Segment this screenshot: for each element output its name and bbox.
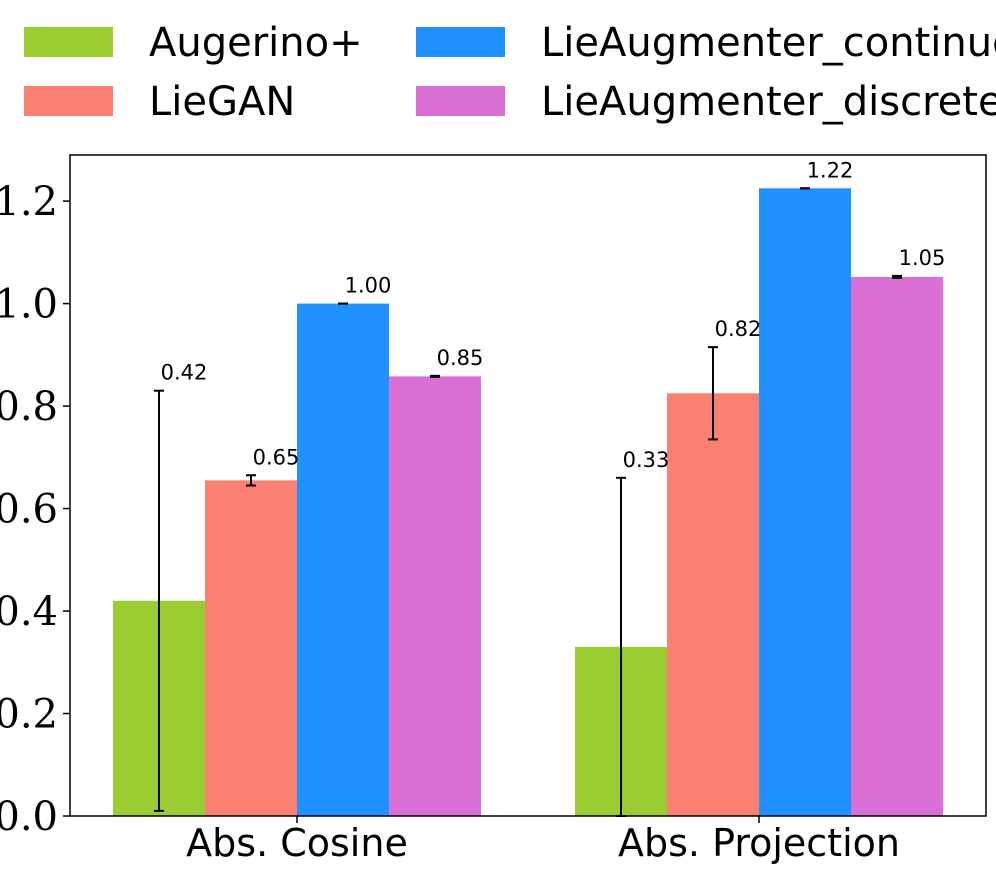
bar-lieaugmenter-discrete-abs-cosine [389,376,481,816]
value-label-augerino-abs-projection: 0.33 [623,448,670,472]
value-label-lieaugmenter-continuous-abs-projection: 1.22 [807,158,854,182]
bar-liegan-abs-projection [667,393,759,816]
legend-swatch-liegan [24,86,113,116]
plot-frame [69,154,987,817]
legend-swatch-lieaugmenter-discrete [416,86,505,116]
error-bar-augerino-abs-cosine [154,389,164,812]
y-axis: 0.0 0.2 0.4 0.6 0.8 1.0 1.2 [0,179,70,840]
value-label-liegan-abs-projection: 0.82 [715,317,762,341]
value-labels: 0.42 0.33 0.65 0.82 1.00 1.22 0.85 1.05 [161,158,946,472]
legend-item-augerino: Augerino+ [24,20,363,66]
x-tick-label-abs-projection: Abs. Projection [618,821,900,865]
value-label-augerino-abs-cosine: 0.42 [161,361,208,385]
legend-label-lieaugmenter-discrete: LieAugmenter_discrete [541,79,996,125]
legend: Augerino+ LieGAN LieAugmenter_continuous Li… [24,20,996,125]
y-tick-label-1-2: 1.2 [0,179,58,225]
y-tick-label-0-2: 0.2 [0,692,58,738]
x-axis: Abs. Cosine Abs. Projection [186,816,900,865]
x-tick-label-abs-cosine: Abs. Cosine [186,821,408,865]
legend-item-lieaugmenter-continuous: LieAugmenter_continuous [416,20,996,66]
bar-lieaugmenter-discrete-abs-projection [851,276,943,817]
legend-item-lieaugmenter-discrete: LieAugmenter_discrete [416,79,996,125]
value-label-liegan-abs-cosine: 0.65 [253,445,300,469]
bars [113,188,943,817]
error-bar-lieaugmenter-discrete-abs-projection [892,274,902,279]
y-tick-label-0-4: 0.4 [0,589,58,635]
value-label-lieaugmenter-discrete-abs-projection: 1.05 [899,246,946,270]
y-tick-label-0-6: 0.6 [0,487,58,533]
value-label-lieaugmenter-continuous-abs-cosine: 1.00 [345,274,392,298]
y-tick-label-0-0: 0.0 [0,794,58,840]
legend-item-liegan: LieGAN [24,79,295,125]
legend-label-liegan: LieGAN [149,79,295,125]
error-bar-liegan-abs-projection [708,346,718,441]
legend-swatch-lieaugmenter-continuous [416,27,505,57]
value-label-lieaugmenter-discrete-abs-cosine: 0.85 [437,346,484,370]
bar-lieaugmenter-continuous-abs-projection [759,188,851,816]
error-bar-lieaugmenter-discrete-abs-cosine [430,374,440,378]
legend-swatch-augerino [24,27,113,57]
bar-lieaugmenter-continuous-abs-cosine [297,303,389,816]
bar-liegan-abs-cosine [205,480,297,816]
legend-label-augerino: Augerino+ [149,20,363,66]
error-bar-liegan-abs-cosine [246,474,256,487]
y-tick-label-1-0: 1.0 [0,282,58,328]
legend-label-lieaugmenter-continuous: LieAugmenter_continuous [541,20,996,66]
y-tick-label-0-8: 0.8 [0,384,58,430]
